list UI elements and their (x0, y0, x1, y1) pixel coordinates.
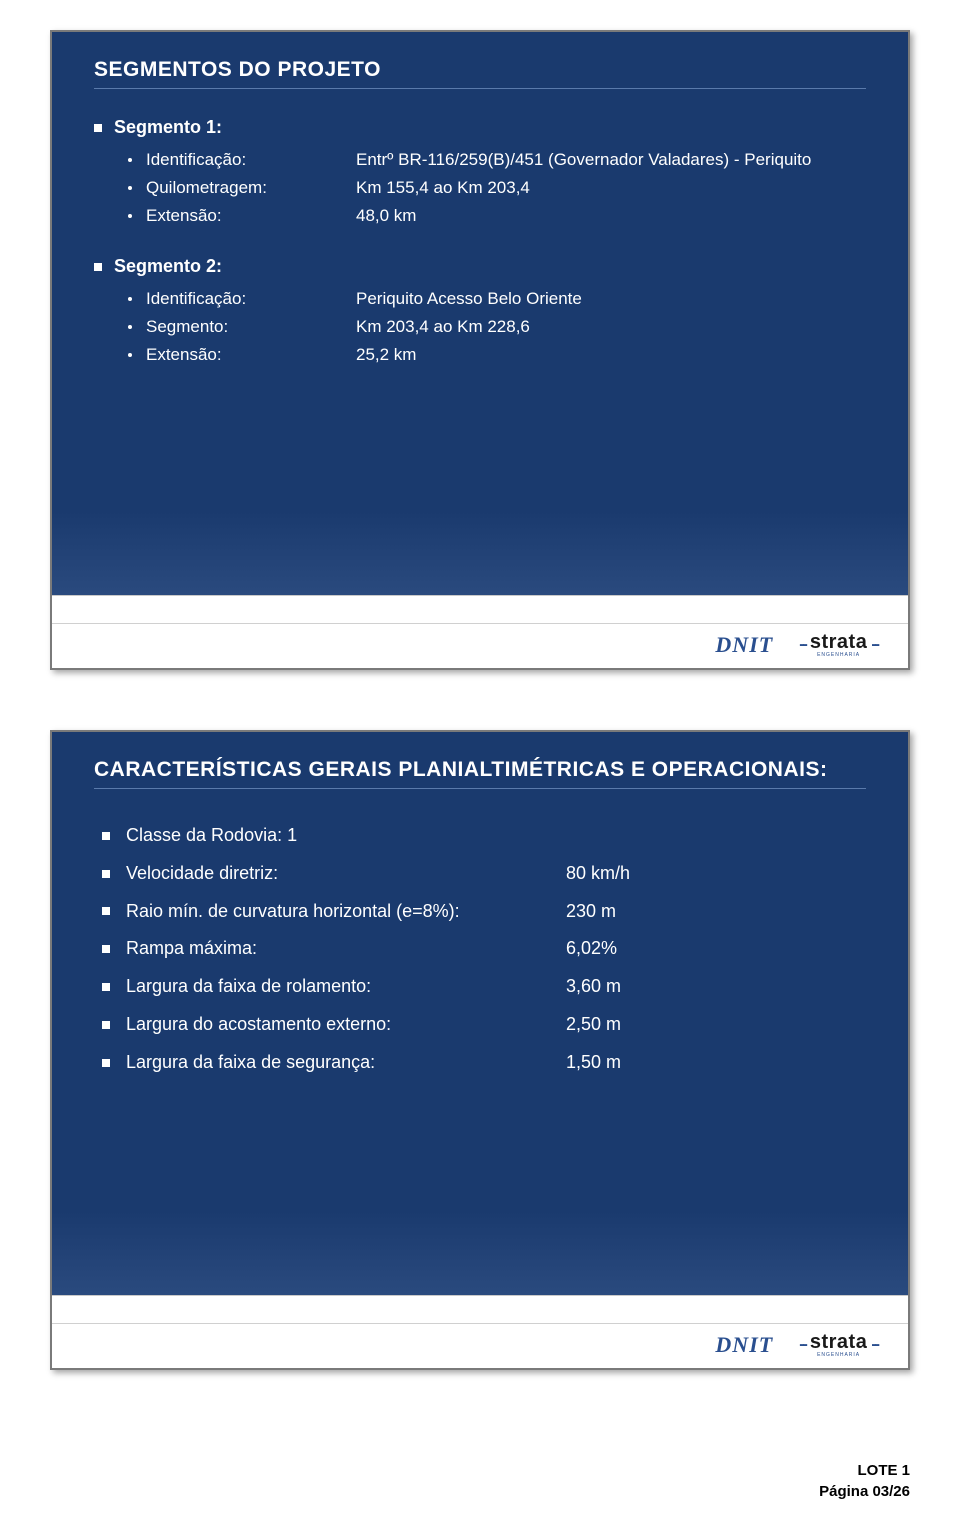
largura-rolamento-row: Largura da faixa de rolamento: 3,60 m (102, 968, 866, 1006)
dnit-logo: DNIT (715, 632, 773, 658)
slide-caracteristicas: CARACTERÍSTICAS GERAIS PLANIALTIMÉTRICAS… (50, 730, 910, 1370)
strata-subtext: ENGENHARIA (817, 653, 860, 658)
strata-logo-wrap: -- strata ENGENHARIA -- (799, 1332, 878, 1358)
largura-seguranca-value: 1,50 m (566, 1044, 621, 1082)
segmento-2-rows: Identificação: Periquito Acesso Belo Ori… (94, 285, 866, 369)
slide-heading: SEGMENTOS DO PROJETO (94, 58, 866, 89)
rampa-value: 6,02% (566, 930, 617, 968)
white-band (52, 1295, 908, 1323)
dash-right-icon: -- (871, 636, 878, 654)
largura-rolamento-label: Largura da faixa de rolamento: (126, 968, 566, 1006)
seg2-ext-value: 25,2 km (356, 341, 866, 369)
raio-label: Raio mín. de curvatura horizontal (e=8%)… (126, 893, 566, 931)
caracteristicas-list: Classe da Rodovia: 1 Velocidade diretriz… (94, 817, 866, 1082)
square-bullet-icon (102, 832, 110, 840)
square-bullet-icon (102, 870, 110, 878)
segmento-1-title: Segmento 1: (114, 117, 222, 138)
strata-text: strata (810, 632, 867, 652)
strata-logo-wrap: -- strata ENGENHARIA -- (799, 632, 878, 658)
seg1-ext-label: Extensão: (146, 202, 356, 230)
seg2-identificacao-row: Identificação: Periquito Acesso Belo Ori… (128, 285, 866, 313)
dot-bullet-icon (128, 325, 132, 329)
segmento-1-rows: Identificação: Entrº BR-116/259(B)/451 (… (94, 146, 866, 230)
white-band (52, 595, 908, 623)
segmento-2-title-row: Segmento 2: (94, 256, 866, 277)
page-footer: LOTE 1 Página 03/26 (0, 1450, 960, 1532)
velocidade-label: Velocidade diretriz: (126, 855, 566, 893)
dot-bullet-icon (128, 186, 132, 190)
slide-footer: DNIT -- strata ENGENHARIA -- (52, 623, 908, 668)
slide-body: SEGMENTOS DO PROJETO Segmento 1: Identif… (52, 32, 908, 595)
seg1-quilo-label: Quilometragem: (146, 174, 356, 202)
slide-footer: DNIT -- strata ENGENHARIA -- (52, 1323, 908, 1368)
square-bullet-icon (102, 907, 110, 915)
largura-acostamento-value: 2,50 m (566, 1006, 621, 1044)
rampa-row: Rampa máxima: 6,02% (102, 930, 866, 968)
seg2-segmento-row: Segmento: Km 203,4 ao Km 228,6 (128, 313, 866, 341)
pagina-label: Página 03/26 (0, 1481, 910, 1502)
largura-rolamento-value: 3,60 m (566, 968, 621, 1006)
rampa-label: Rampa máxima: (126, 930, 566, 968)
square-bullet-icon (94, 263, 102, 271)
strata-text: strata (810, 1332, 867, 1352)
dash-right-icon: -- (871, 1336, 878, 1354)
segmento-1-block: Segmento 1: Identificação: Entrº BR-116/… (94, 117, 866, 230)
seg2-ident-label: Identificação: (146, 285, 356, 313)
seg1-ext-value: 48,0 km (356, 202, 866, 230)
dash-left-icon: -- (799, 636, 806, 654)
velocidade-value: 80 km/h (566, 855, 630, 893)
dot-bullet-icon (128, 214, 132, 218)
square-bullet-icon (102, 983, 110, 991)
largura-acostamento-row: Largura do acostamento externo: 2,50 m (102, 1006, 866, 1044)
seg1-ident-label: Identificação: (146, 146, 356, 174)
slide-segmentos: SEGMENTOS DO PROJETO Segmento 1: Identif… (50, 30, 910, 670)
segmento-2-block: Segmento 2: Identificação: Periquito Ace… (94, 256, 866, 369)
classe-rodovia-row: Classe da Rodovia: 1 (102, 817, 866, 855)
dot-bullet-icon (128, 353, 132, 357)
seg2-ident-value: Periquito Acesso Belo Oriente (356, 285, 866, 313)
dnit-logo: DNIT (715, 1332, 773, 1358)
largura-seguranca-label: Largura da faixa de segurança: (126, 1044, 566, 1082)
seg1-ident-value: Entrº BR-116/259(B)/451 (Governador Vala… (356, 146, 866, 174)
classe-rodovia: Classe da Rodovia: 1 (126, 817, 566, 855)
raio-row: Raio mín. de curvatura horizontal (e=8%)… (102, 893, 866, 931)
slide-heading: CARACTERÍSTICAS GERAIS PLANIALTIMÉTRICAS… (94, 758, 866, 789)
document-page: SEGMENTOS DO PROJETO Segmento 1: Identif… (0, 0, 960, 1450)
largura-acostamento-label: Largura do acostamento externo: (126, 1006, 566, 1044)
strata-logo: strata ENGENHARIA (810, 632, 867, 658)
lote-label: LOTE 1 (0, 1460, 910, 1481)
seg2-segm-label: Segmento: (146, 313, 356, 341)
seg2-extensao-row: Extensão: 25,2 km (128, 341, 866, 369)
segmento-2-title: Segmento 2: (114, 256, 222, 277)
square-bullet-icon (102, 1021, 110, 1029)
dot-bullet-icon (128, 297, 132, 301)
strata-subtext: ENGENHARIA (817, 1353, 860, 1358)
seg2-ext-label: Extensão: (146, 341, 356, 369)
seg1-identificacao-row: Identificação: Entrº BR-116/259(B)/451 (… (128, 146, 866, 174)
square-bullet-icon (94, 124, 102, 132)
strata-logo: strata ENGENHARIA (810, 1332, 867, 1358)
square-bullet-icon (102, 1059, 110, 1067)
seg1-quilometragem-row: Quilometragem: Km 155,4 ao Km 203,4 (128, 174, 866, 202)
dot-bullet-icon (128, 158, 132, 162)
seg1-extensao-row: Extensão: 48,0 km (128, 202, 866, 230)
slide-body: CARACTERÍSTICAS GERAIS PLANIALTIMÉTRICAS… (52, 732, 908, 1295)
square-bullet-icon (102, 945, 110, 953)
seg1-quilo-value: Km 155,4 ao Km 203,4 (356, 174, 866, 202)
velocidade-row: Velocidade diretriz: 80 km/h (102, 855, 866, 893)
segmento-1-title-row: Segmento 1: (94, 117, 866, 138)
raio-value: 230 m (566, 893, 616, 931)
seg2-segm-value: Km 203,4 ao Km 228,6 (356, 313, 866, 341)
largura-seguranca-row: Largura da faixa de segurança: 1,50 m (102, 1044, 866, 1082)
dash-left-icon: -- (799, 1336, 806, 1354)
